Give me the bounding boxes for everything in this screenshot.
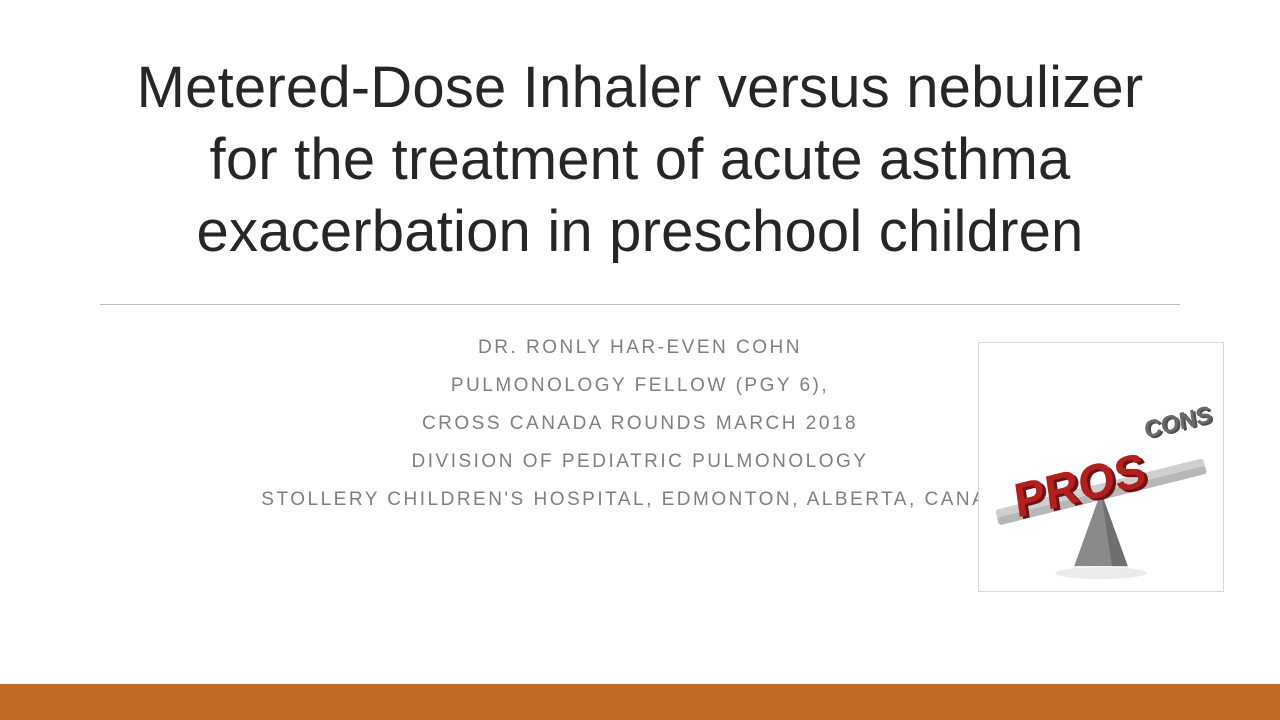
title-divider [100, 304, 1180, 305]
slide: Metered-Dose Inhaler versus nebulizer fo… [0, 0, 1280, 720]
bottom-accent-bar [0, 684, 1280, 720]
slide-title: Metered-Dose Inhaler versus nebulizer fo… [100, 52, 1180, 268]
pros-cons-image: PROS PROS CONS CONS [978, 342, 1224, 592]
pros-cons-icon: PROS PROS CONS CONS [979, 343, 1223, 591]
